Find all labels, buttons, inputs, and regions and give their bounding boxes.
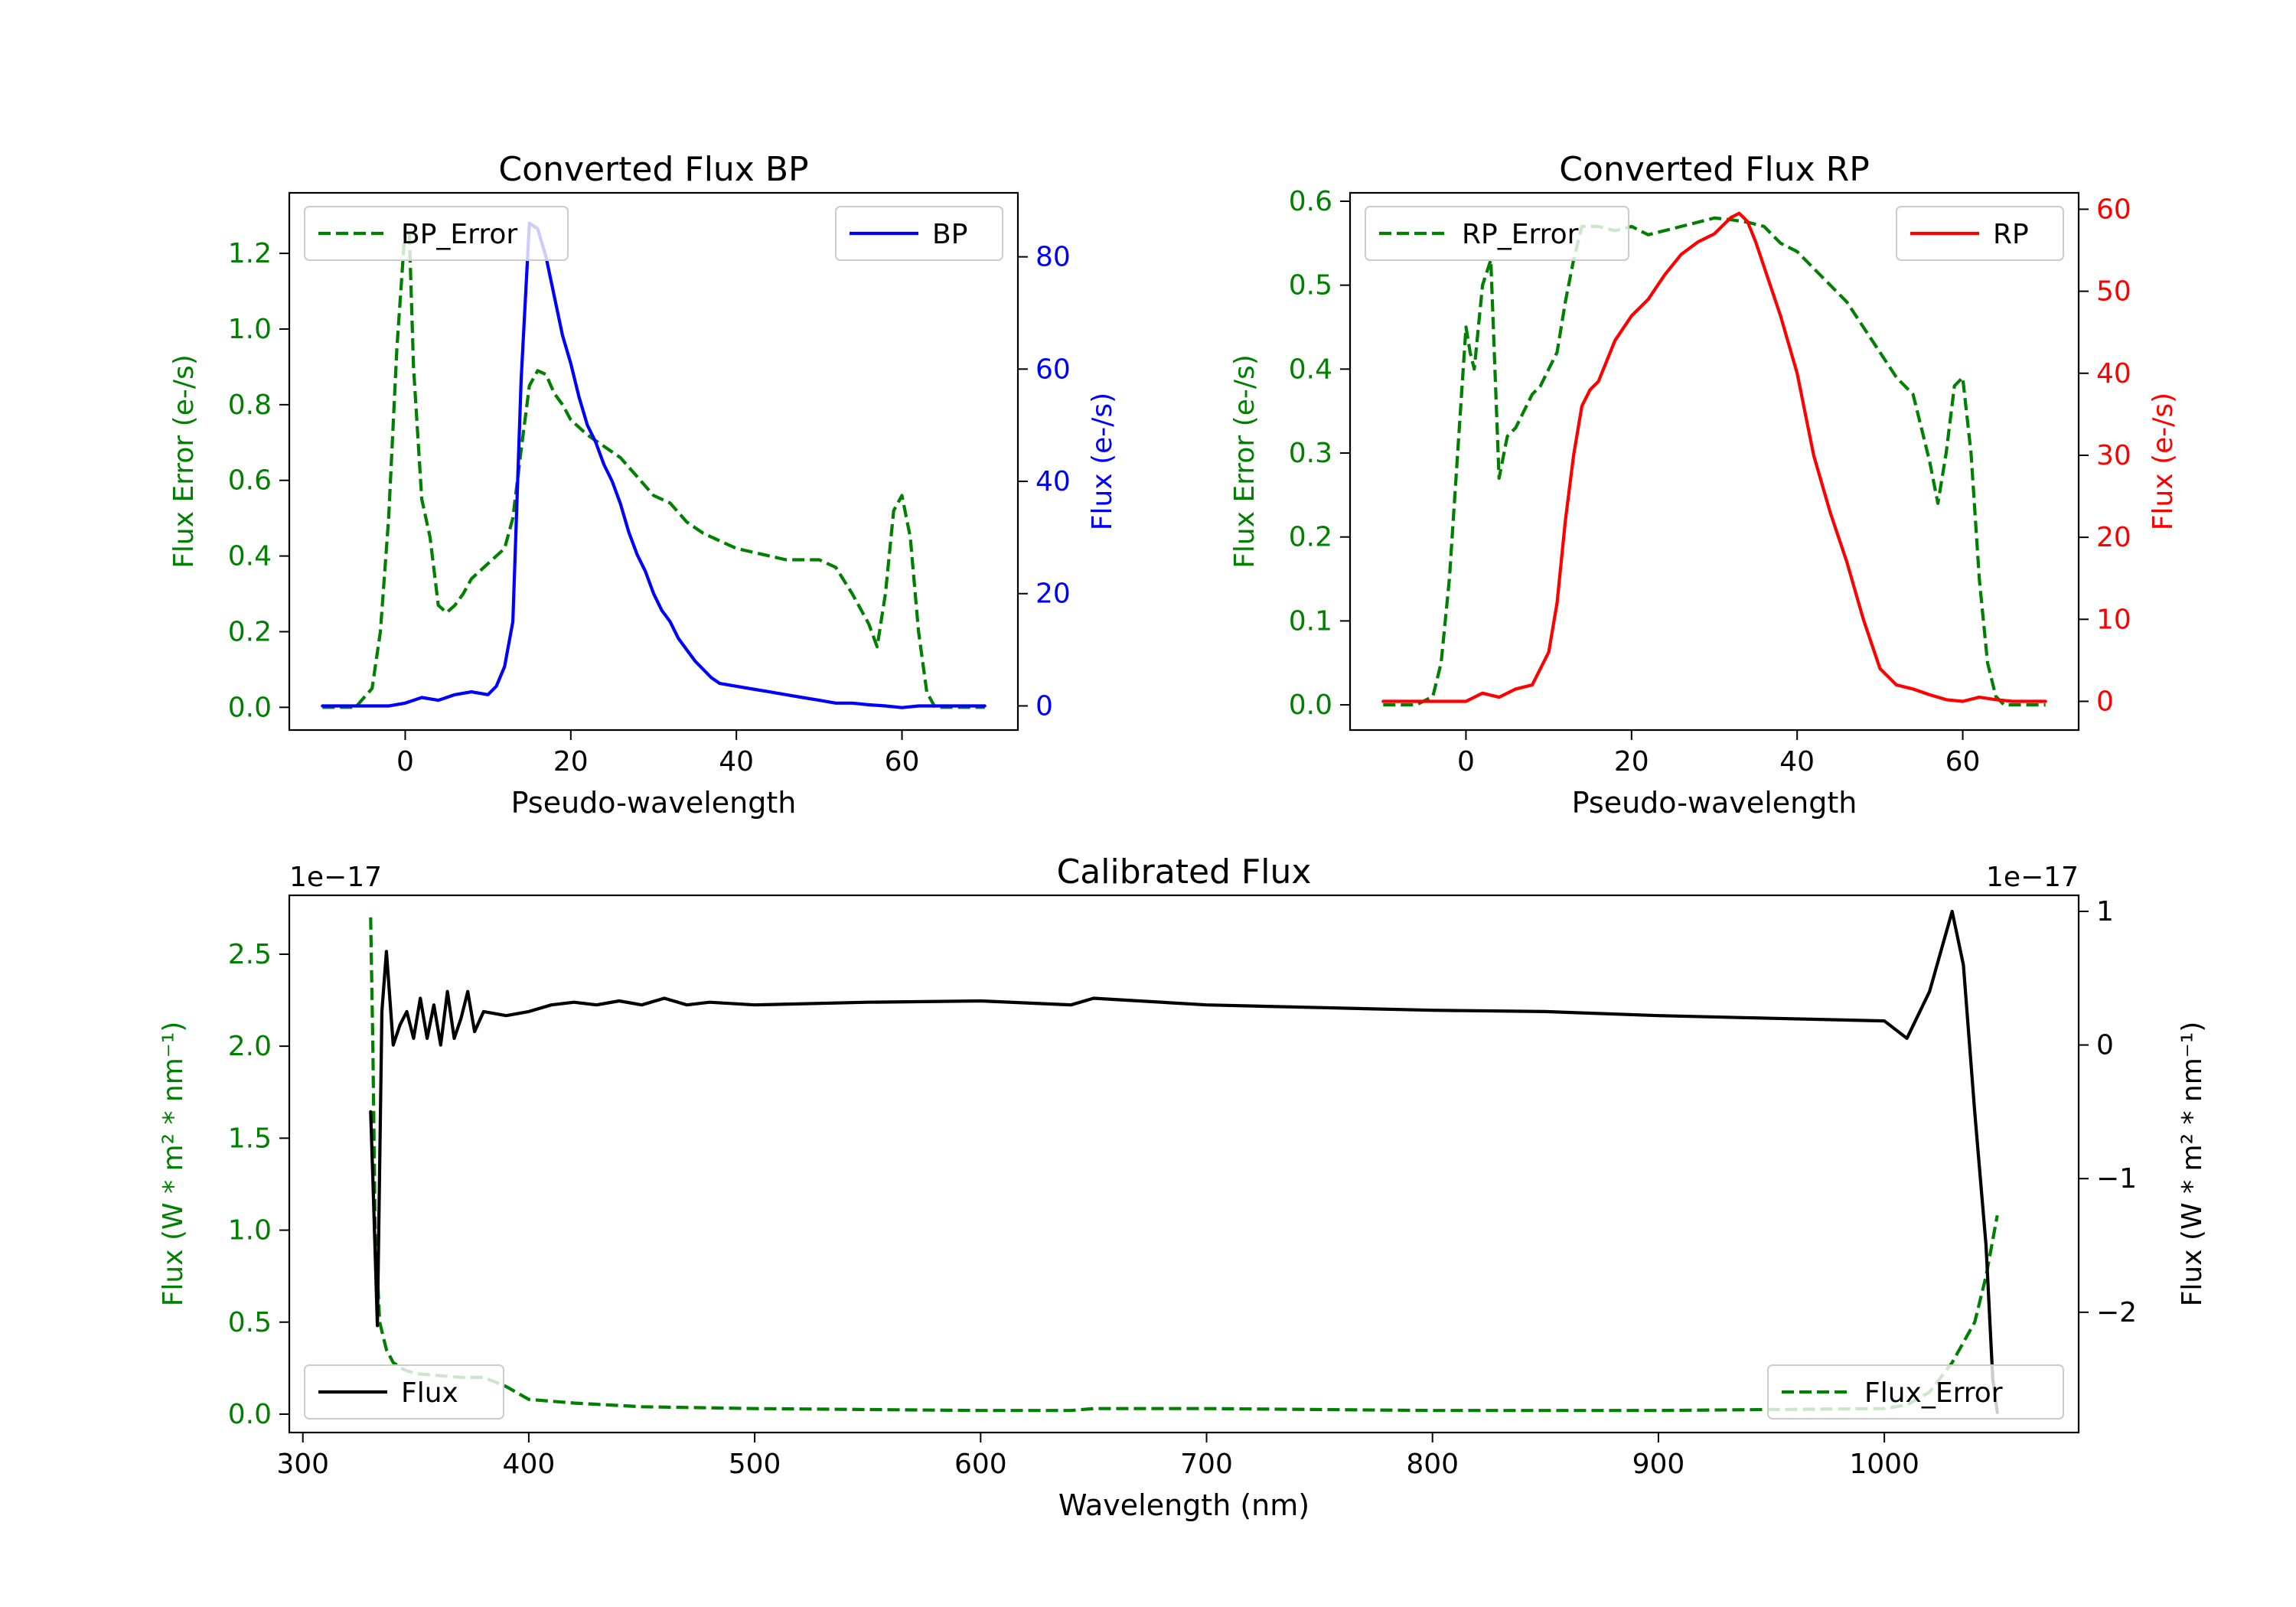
- x-tick-label: 40: [719, 746, 754, 777]
- x-tick-label: 60: [885, 746, 920, 777]
- x-tick-label: 900: [1632, 1449, 1685, 1480]
- y-left-tick-label: 2.0: [228, 1031, 272, 1062]
- legend-bp: BP: [835, 206, 1003, 261]
- y-left-tick-label: 1.2: [228, 238, 272, 269]
- legend-box: [1896, 206, 2064, 261]
- y-left-tick-label: 1.0: [228, 314, 272, 345]
- y-left-tick-label: 0.4: [1289, 354, 1332, 385]
- y-left-axis-label: Flux Error (e-/s): [168, 354, 200, 569]
- x-tick-label: 300: [276, 1449, 329, 1480]
- legend-flux-error: Flux_Error: [1767, 1364, 2064, 1420]
- legend-box: [1767, 1364, 2064, 1420]
- y-left-tick-label: 0.5: [1289, 270, 1332, 302]
- y-left-offset-label: 1e−17: [289, 862, 382, 893]
- y-right-tick-label: 0: [2096, 686, 2114, 717]
- x-tick-label: 40: [1779, 746, 1815, 777]
- y-right-tick-label: 60: [1035, 354, 1071, 385]
- y-right-axis-label: Flux (e-/s): [1087, 393, 1118, 530]
- series-line-bp-error: [322, 225, 985, 709]
- y-left-tick-label: 0.6: [228, 465, 272, 497]
- y-left-tick-label: 0.6: [1289, 186, 1332, 217]
- legend-label: BP: [932, 219, 967, 250]
- legend-box: [835, 206, 1003, 261]
- y-right-tick-label: 40: [1035, 466, 1071, 497]
- y-left-tick-label: 0.3: [1289, 438, 1332, 469]
- chart-rp: Converted Flux RP 0 20 40 60 Pseudo-wavelengt…: [1229, 150, 2179, 820]
- y-left-tick-label: 0.5: [228, 1307, 272, 1338]
- x-tick-label: 60: [1945, 746, 1981, 777]
- y-left-tick-label: 1.5: [228, 1123, 272, 1154]
- x-tick-label: 20: [1614, 746, 1649, 777]
- series-line-flux: [369, 909, 1999, 1414]
- chart-title: Converted Flux RP: [1559, 150, 1870, 189]
- y-left-tick-label: 0.0: [228, 1399, 272, 1430]
- x-tick-label: 700: [1180, 1449, 1233, 1480]
- series-line-rp: [1381, 211, 2047, 703]
- legend-label: RP_Error: [1462, 219, 1579, 250]
- y-left-tick-label: 1.0: [228, 1215, 272, 1247]
- x-tick-label: 800: [1406, 1449, 1459, 1480]
- series-line-rp-error: [1383, 216, 2046, 707]
- series-line-bp: [321, 221, 987, 709]
- y-right-tick-label: −2: [2096, 1297, 2137, 1328]
- y-right-tick-label: −1: [2096, 1163, 2137, 1195]
- y-right-tick-label: 20: [1035, 579, 1071, 610]
- plot-frame: [288, 191, 1019, 732]
- y-right-tick-label: 80: [1035, 242, 1071, 273]
- chart-title: Converted Flux BP: [498, 150, 808, 189]
- y-right-tick-label: 20: [2096, 522, 2131, 553]
- y-left-tick-label: 0.8: [228, 390, 272, 421]
- legend-rp-error: RP_Error: [1365, 206, 1629, 261]
- legend-box: [304, 1364, 504, 1420]
- x-tick-label: 600: [954, 1449, 1007, 1480]
- legend-box: [304, 206, 569, 261]
- legend-label: Flux: [401, 1377, 458, 1409]
- chart-title: Calibrated Flux: [1057, 852, 1312, 892]
- y-right-tick-label: 40: [2096, 358, 2131, 390]
- x-tick-label: 20: [553, 746, 589, 777]
- y-left-tick-label: 0.0: [1289, 689, 1332, 721]
- y-left-tick-label: 0.1: [1289, 605, 1332, 637]
- legend-bp-error: BP_Error: [304, 206, 569, 261]
- y-right-axis-label: Flux (W * m² * nm⁻¹): [2177, 1022, 2208, 1307]
- y-left-axis-label: Flux Error (e-/s): [1229, 354, 1261, 569]
- x-axis-label: Pseudo-wavelength: [511, 786, 797, 820]
- legend-rp: RP: [1896, 206, 2064, 261]
- y-right-tick-label: 50: [2096, 276, 2131, 308]
- y-left-tick-label: 0.2: [228, 616, 272, 647]
- legend-label: RP: [1993, 219, 2029, 250]
- y-left-axis-label: Flux (W * m² * nm⁻¹): [158, 1022, 189, 1307]
- y-left-tick-label: 0.2: [1289, 522, 1332, 553]
- x-axis-label: Wavelength (nm): [1058, 1488, 1309, 1522]
- y-left-tick-label: 0.4: [228, 541, 272, 572]
- y-left-tick-label: 0.0: [228, 692, 272, 723]
- y-right-offset-label: 1e−17: [1986, 862, 2079, 893]
- x-tick-label: 0: [396, 746, 414, 777]
- y-right-tick-label: 60: [2096, 194, 2131, 225]
- x-tick-label: 0: [1457, 746, 1475, 777]
- y-right-tick-label: 1: [2096, 896, 2114, 927]
- chart-cal: Calibrated Flux 300 400 500 600 700 800 900 1000…: [158, 852, 2208, 1522]
- plot-frame: [1349, 191, 2080, 732]
- legend-label: Flux_Error: [1864, 1377, 2003, 1409]
- x-axis-label: Pseudo-wavelength: [1572, 786, 1857, 820]
- x-tick-label: 400: [503, 1449, 556, 1480]
- y-left-tick-label: 2.5: [228, 939, 272, 970]
- chart-bp: Converted Flux BP 0 20 40 60 Pseudo-wavelengt…: [168, 150, 1118, 820]
- y-right-tick-label: 0: [2096, 1030, 2114, 1061]
- x-tick-label: 1000: [1849, 1449, 1919, 1480]
- legend-flux: Flux: [304, 1364, 504, 1420]
- y-right-axis-label: Flux (e-/s): [2148, 393, 2179, 530]
- x-tick-label: 500: [729, 1449, 781, 1480]
- legend-box: [1365, 206, 1629, 261]
- y-right-tick-label: 0: [1035, 690, 1053, 722]
- y-right-tick-label: 30: [2096, 440, 2131, 471]
- y-right-tick-label: 10: [2096, 604, 2131, 635]
- plot-frame: [288, 894, 2080, 1434]
- legend-label: BP_Error: [401, 219, 517, 250]
